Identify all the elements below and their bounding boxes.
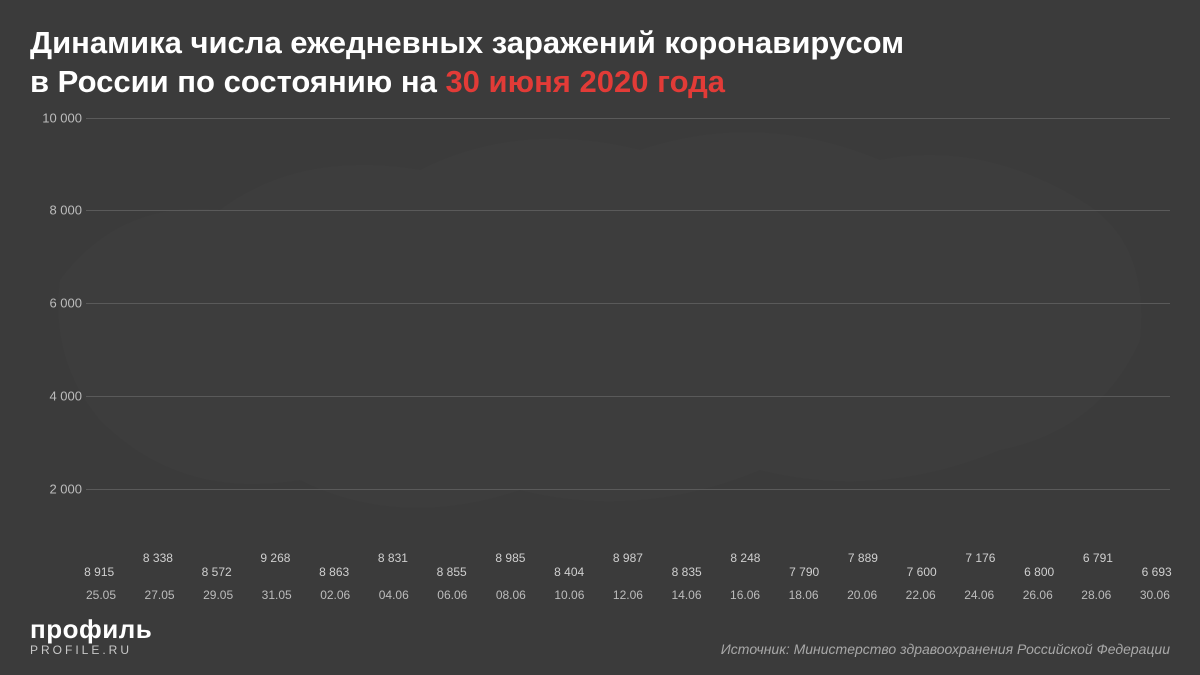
bar-value-label: 9 268 <box>260 551 290 568</box>
x-tick-label <box>997 584 1020 604</box>
bar-value-label: 6 791 <box>1083 551 1113 568</box>
bar-value-label: 7 790 <box>789 565 819 582</box>
x-tick-label: 08.06 <box>496 584 526 604</box>
x-tick-label: 26.06 <box>1023 584 1053 604</box>
chart-title: Динамика числа ежедневных заражений коро… <box>30 24 1170 102</box>
bar-value-label: 6 800 <box>1024 565 1054 582</box>
x-tick-label <box>822 584 845 604</box>
x-tick-label <box>470 584 493 604</box>
logo-text: профиль <box>30 614 152 645</box>
x-tick-label: 24.06 <box>964 584 994 604</box>
bar-value-label: 8 835 <box>672 565 702 582</box>
chart-footer: профиль PROFILE.RU Источник: Министерств… <box>30 614 1170 657</box>
x-tick-label: 06.06 <box>437 584 467 604</box>
bar-value-label: 8 985 <box>495 551 525 568</box>
x-tick-label: 25.05 <box>86 584 116 604</box>
x-tick-label: 30.06 <box>1140 584 1170 604</box>
x-tick-label <box>412 584 435 604</box>
x-tick-label <box>587 584 610 604</box>
bar-value-label: 8 863 <box>319 565 349 582</box>
x-tick-label <box>1114 584 1137 604</box>
x-tick-label <box>529 584 552 604</box>
x-tick-label <box>119 584 142 604</box>
x-tick-label: 18.06 <box>789 584 819 604</box>
x-tick-label: 14.06 <box>671 584 701 604</box>
x-tick-label: 02.06 <box>320 584 350 604</box>
y-tick-label: 2 000 <box>30 482 82 497</box>
bar-value-label: 8 572 <box>202 565 232 582</box>
x-tick-label <box>705 584 728 604</box>
source-citation: Источник: Министерство здравоохранения Р… <box>721 641 1170 657</box>
x-tick-label: 28.06 <box>1081 584 1111 604</box>
bar-value-label: 7 889 <box>848 551 878 568</box>
x-axis: 25.05 27.05 29.05 31.05 02.06 04.06 06.06 08.06… <box>86 584 1170 604</box>
publisher-logo: профиль PROFILE.RU <box>30 614 152 657</box>
chart-plot-area: 8 915 8 338 8 572 9 268 8 863 8 831 8 855 8 985… <box>30 118 1170 605</box>
y-tick-label: 6 000 <box>30 296 82 311</box>
y-tick-label: 10 000 <box>30 110 82 125</box>
x-tick-label <box>295 584 318 604</box>
x-tick-label: 22.06 <box>906 584 936 604</box>
bar-value-label: 8 831 <box>378 551 408 568</box>
x-tick-label: 12.06 <box>613 584 643 604</box>
title-accent: 30 июня 2020 года <box>445 64 725 99</box>
x-tick-label <box>880 584 903 604</box>
x-tick-label: 20.06 <box>847 584 877 604</box>
x-tick-label <box>939 584 962 604</box>
x-tick-label <box>1056 584 1079 604</box>
bar-value-label: 8 248 <box>730 551 760 568</box>
chart-container: Динамика числа ежедневных заражений коро… <box>0 0 1200 675</box>
logo-subtext: PROFILE.RU <box>30 643 152 657</box>
x-tick-label: 16.06 <box>730 584 760 604</box>
x-tick-label <box>178 584 201 604</box>
x-tick-label: 29.05 <box>203 584 233 604</box>
y-tick-label: 4 000 <box>30 389 82 404</box>
title-line1: Динамика числа ежедневных заражений коро… <box>30 25 904 60</box>
x-tick-label: 04.06 <box>379 584 409 604</box>
bar-value-label: 7 176 <box>965 551 995 568</box>
bars-group: 8 915 8 338 8 572 9 268 8 863 8 831 8 855 8 985… <box>86 118 1170 583</box>
bar-value-label: 8 338 <box>143 551 173 568</box>
x-tick-label: 27.05 <box>145 584 175 604</box>
x-tick-label <box>646 584 669 604</box>
y-tick-label: 8 000 <box>30 203 82 218</box>
x-tick-label <box>353 584 376 604</box>
x-tick-label: 31.05 <box>262 584 292 604</box>
bar-value-label: 8 404 <box>554 565 584 582</box>
x-tick-label <box>236 584 259 604</box>
bar-value-label: 6 693 <box>1142 565 1172 582</box>
bar-value-label: 7 600 <box>907 565 937 582</box>
x-tick-label <box>763 584 786 604</box>
x-tick-label: 10.06 <box>554 584 584 604</box>
bar-value-label: 8 915 <box>84 565 114 582</box>
title-line2-prefix: в России по состоянию на <box>30 64 445 99</box>
bar-value-label: 8 855 <box>437 565 467 582</box>
bar-value-label: 8 987 <box>613 551 643 568</box>
